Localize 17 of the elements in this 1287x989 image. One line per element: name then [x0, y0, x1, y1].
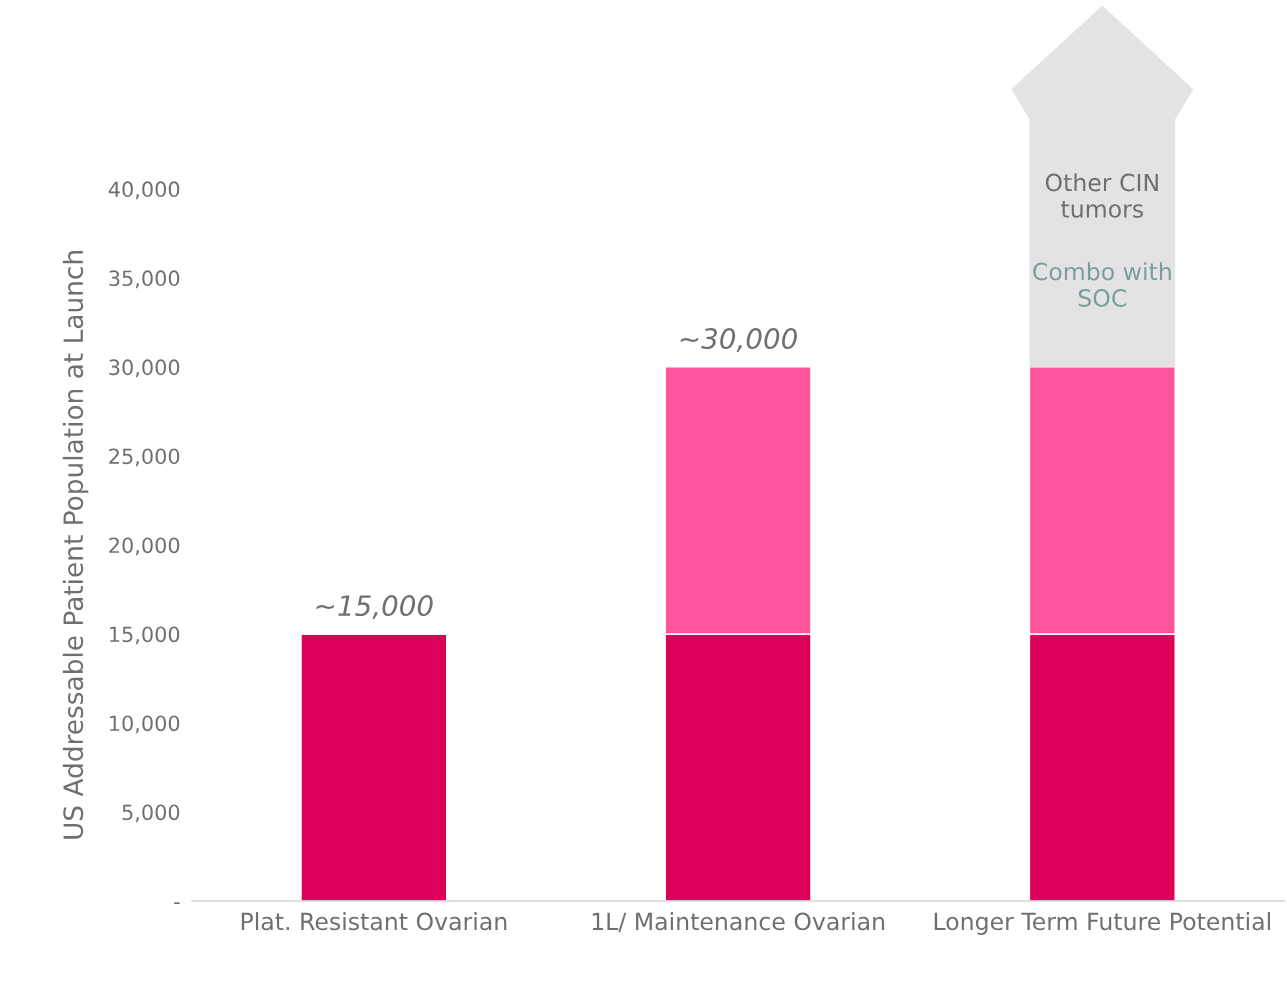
y-tick-label: - [174, 902, 180, 905]
y-tick-label: 10,000 [110, 715, 180, 734]
annotation: Other CIN tumors [1045, 173, 1158, 218]
x-tick-label: Plat. Resistant Ovarian [241, 912, 507, 931]
y-tick-label: 5,000 [122, 804, 180, 823]
annotation: ~15,000 [316, 595, 433, 619]
annotation: ~30,000 [680, 328, 797, 352]
y-tick-label: 35,000 [109, 270, 180, 289]
y-tick-label: 15,000 [110, 626, 180, 645]
y-tick-label: 25,000 [109, 448, 180, 467]
y-tick-label: 20,000 [109, 537, 180, 556]
x-tick-label: 1L/ Maintenance Ovarian [592, 912, 885, 933]
y-axis-title: US Addressable Patient Population at Launch [62, 251, 89, 839]
annotation: Combo with SOC [1033, 262, 1171, 307]
y-tick-label: 40,000 [108, 181, 180, 200]
x-tick-label: Longer Term Future Potential [934, 912, 1270, 935]
y-tick-label: 30,000 [109, 359, 180, 378]
